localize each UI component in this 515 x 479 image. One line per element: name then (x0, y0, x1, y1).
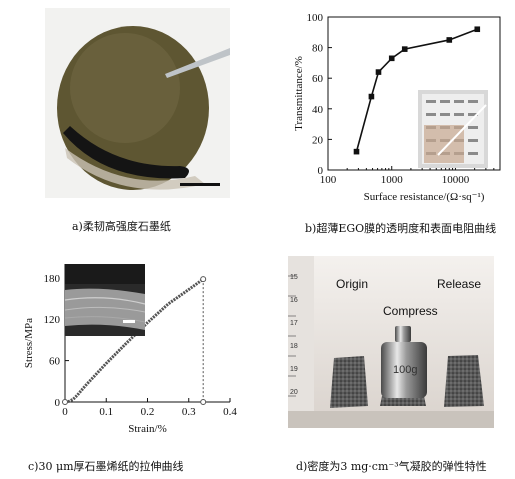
panel-b-chart: 0 20 40 60 80 100 100 1000 10000 Surface resistan… (288, 5, 513, 210)
data-point (388, 55, 395, 62)
weight-100g (381, 326, 427, 398)
label-release: Release (437, 277, 482, 291)
ruler-tick: 19 (290, 366, 298, 373)
caption-d: d)密度为3 mg·cm⁻³气凝胶的弹性特性 (296, 460, 487, 473)
plot-frame (327, 16, 501, 171)
x-axis-label: Surface resistance/(Ω·sq⁻¹) (364, 191, 485, 203)
transmittance-chart: 0 20 40 60 80 100 100 1000 10000 Surface resistan… (293, 12, 501, 203)
y-tick-label: 0 (318, 165, 324, 177)
tweezers-tip (165, 48, 230, 78)
y-tick-label: 20 (312, 134, 324, 146)
scale-bar (180, 183, 220, 186)
stress-strain-chart: 0 60 120 180 0 0.1 0.2 0.3 0.4 Strain/% Stress/MPa (23, 264, 237, 435)
caption-b: b)超薄EGO膜的透明度和表面电阻曲线 (305, 222, 497, 235)
x-tick-label: 0.4 (223, 406, 237, 418)
data-point (474, 26, 481, 33)
data-point (446, 37, 453, 43)
data-point (375, 69, 382, 75)
caption-a: a)柔韧高强度石墨纸 (72, 220, 171, 233)
panel-c-chart: 0 60 120 180 0 0.1 0.2 0.3 0.4 Strain/% Stress/MPa (20, 260, 245, 445)
data-point (353, 148, 360, 155)
x-tick-label: 1000 (381, 174, 404, 186)
x-axis-label: Strain/% (128, 423, 167, 435)
y-tick-label: 120 (44, 314, 61, 326)
x-tick-label: 0.1 (99, 406, 113, 418)
ruler-tick: 17 (290, 320, 298, 327)
transparent-film-inset (418, 90, 488, 168)
fracture-end-point (200, 399, 207, 405)
label-weight: 100g (393, 364, 418, 376)
aerogel-release (444, 355, 484, 407)
y-axis-label: Transmittance/% (293, 56, 305, 131)
data-point (368, 93, 375, 100)
ruler-tick: 20 (290, 389, 298, 396)
y-tick-label: 100 (307, 12, 324, 24)
aerogel-elasticity-photo (288, 256, 494, 428)
y-tick-label: 80 (312, 43, 324, 55)
data-point (401, 46, 408, 52)
origin-point (62, 399, 68, 405)
ruler-tick: 18 (290, 343, 298, 350)
fracture-point (200, 276, 207, 283)
x-tick-label: 10000 (442, 174, 470, 186)
panel-a-photo (45, 8, 230, 198)
aerogel-origin (330, 356, 368, 408)
y-tick-label: 60 (312, 73, 324, 85)
x-tick-label: 0 (62, 406, 68, 418)
stress-curve (64, 277, 205, 404)
y-tick-label: 180 (44, 273, 61, 285)
ruler-tick: 15 (290, 274, 298, 281)
y-tick-label: 40 (312, 104, 324, 116)
caption-c: c)30 μm厚石墨烯纸的拉伸曲线 (28, 460, 184, 473)
ruler (288, 256, 314, 428)
y-tick-label: 0 (55, 397, 61, 409)
x-tick-label: 0.3 (182, 406, 196, 418)
label-origin: Origin (336, 277, 369, 291)
sem-cross-section-inset (64, 264, 146, 336)
graphite-paper-photo (45, 8, 230, 198)
ruler-tick: 16 (290, 297, 298, 304)
label-compress: Compress (383, 304, 438, 318)
x-tick-label: 100 (320, 174, 337, 186)
x-tick-label: 0.2 (141, 406, 155, 418)
panel-d-photo (288, 256, 494, 428)
y-tick-label: 60 (49, 356, 61, 368)
aerogel-compress (380, 396, 426, 406)
y-axis-label: Stress/MPa (23, 318, 35, 368)
ruler-ticks: 15 16 17 18 19 20 (289, 262, 303, 412)
